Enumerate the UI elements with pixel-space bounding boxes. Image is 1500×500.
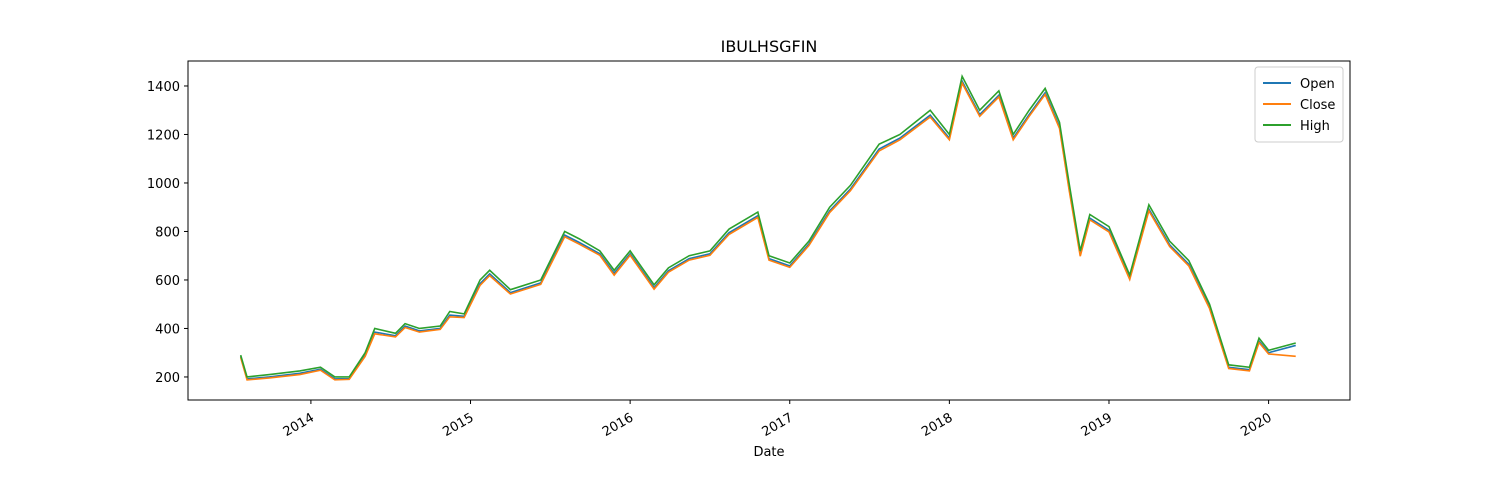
y-tick-label: 1000 bbox=[147, 177, 180, 192]
x-tick-label: 2019 bbox=[1079, 410, 1115, 440]
y-tick-label: 400 bbox=[155, 322, 180, 337]
line-series bbox=[239, 80, 1296, 381]
y-tick-label: 1400 bbox=[147, 80, 180, 95]
chart-title: IBULHSGFIN bbox=[721, 37, 818, 56]
x-tick-label: 2014 bbox=[281, 410, 317, 440]
x-tick-label: 2015 bbox=[440, 410, 476, 440]
y-tick-label: 600 bbox=[155, 274, 180, 289]
y-tick-label: 200 bbox=[155, 371, 180, 386]
y-tick-label: 800 bbox=[155, 225, 180, 240]
plot-frame bbox=[187, 60, 1351, 401]
y-tick-label: 1200 bbox=[147, 128, 180, 143]
legend-label: Open bbox=[1300, 77, 1335, 92]
x-axis-label: Date bbox=[753, 445, 784, 460]
x-tick-label: 2018 bbox=[919, 410, 955, 440]
x-tick-label: 2016 bbox=[600, 410, 636, 440]
x-tick-label: 2020 bbox=[1238, 410, 1274, 440]
legend-label: High bbox=[1300, 119, 1330, 134]
line-series bbox=[239, 73, 1296, 378]
legend-label: Close bbox=[1300, 98, 1335, 113]
x-tick-label: 2017 bbox=[760, 410, 796, 440]
legend-box bbox=[1254, 66, 1344, 143]
